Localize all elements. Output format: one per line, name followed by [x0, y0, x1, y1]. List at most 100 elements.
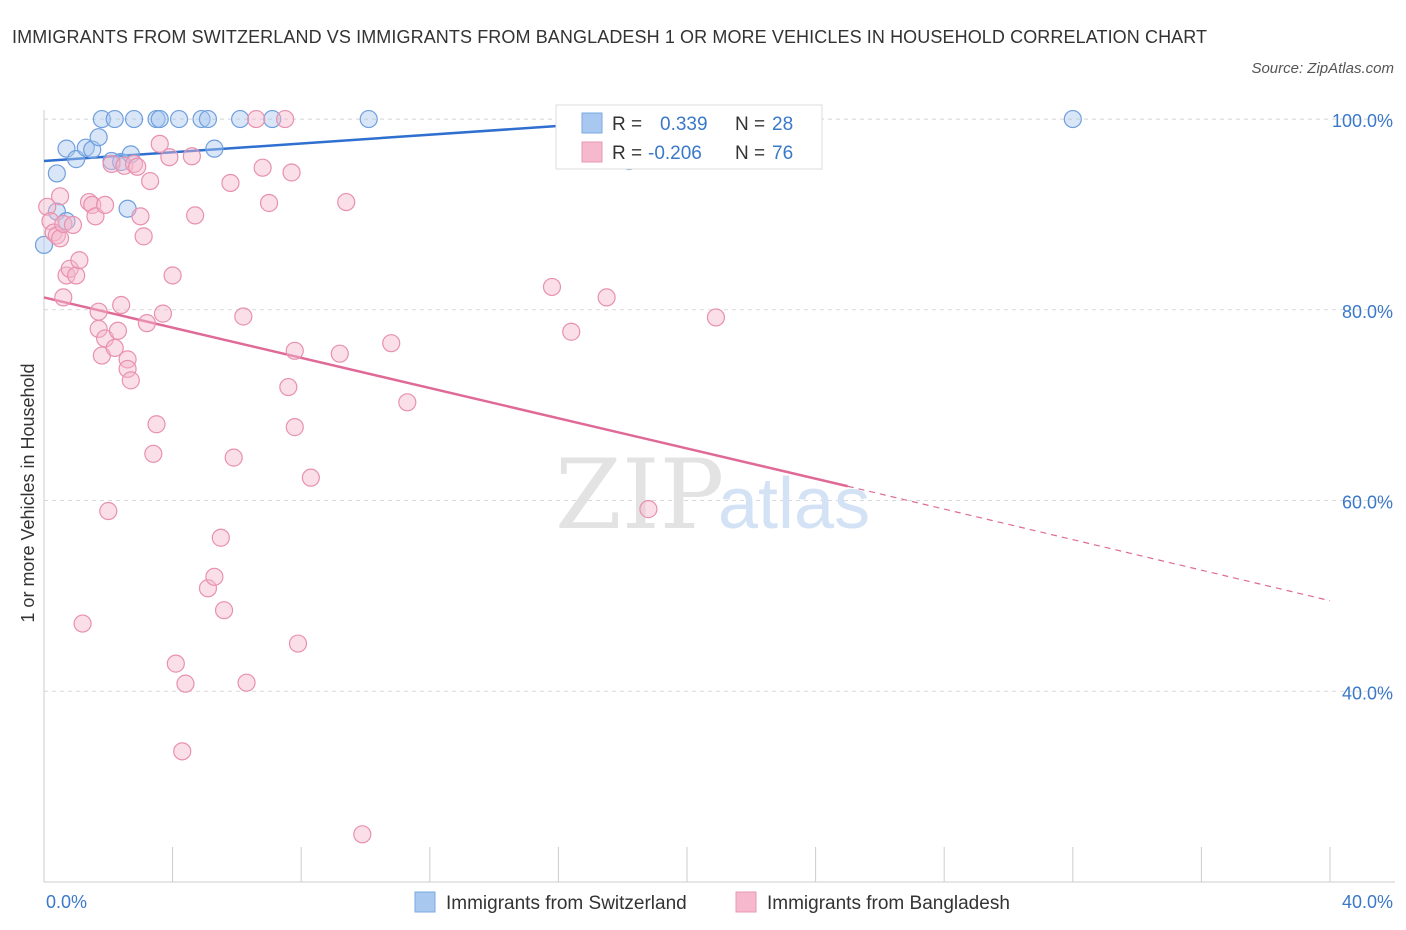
point-bangladesh: [173, 742, 192, 761]
point-bangladesh: [54, 288, 73, 307]
point-bangladesh: [89, 302, 108, 321]
point-bangladesh: [137, 314, 156, 333]
point-bangladesh: [54, 214, 73, 234]
bottom-legend-label-switzerland: Immigrants from Switzerland: [446, 893, 687, 914]
y-tick-label: 80.0%: [1342, 302, 1393, 322]
point-bangladesh: [285, 341, 304, 360]
watermark: ZIP atlas: [555, 439, 870, 551]
point-bangladesh: [70, 251, 89, 270]
watermark-atlas: atlas: [718, 464, 870, 544]
watermark-zip: ZIP: [555, 439, 724, 551]
point-bangladesh: [288, 634, 308, 653]
point-bangladesh: [214, 601, 234, 620]
point-switzerland: [34, 235, 54, 255]
point-bangladesh: [147, 415, 166, 434]
point-bangladesh: [353, 825, 372, 844]
y-tick-label: 60.0%: [1342, 493, 1393, 513]
point-bangladesh: [176, 674, 195, 693]
data-points: [34, 109, 1082, 844]
point-bangladesh: [166, 654, 185, 673]
bottom-legend-label-bangladesh: Immigrants from Bangladesh: [767, 893, 1010, 914]
tick-labels: 40.0% 60.0% 80.0% 100.0% 0.0% 40.0%: [46, 111, 1393, 912]
axes: [43, 110, 1395, 883]
y-axis-label: 1 or more Vehicles in Household: [18, 363, 38, 622]
point-bangladesh: [276, 109, 295, 129]
point-bangladesh: [140, 171, 160, 191]
trend-line-bangladesh: [43, 296, 849, 488]
bottom-legend: Immigrants from Switzerland Immigrants f…: [414, 891, 1010, 914]
point-switzerland: [263, 109, 282, 129]
point-bangladesh: [205, 567, 224, 586]
point-bangladesh: [337, 192, 356, 212]
point-bangladesh: [144, 444, 163, 463]
legend-n-value-1: 28: [772, 114, 793, 135]
point-bangladesh: [542, 277, 562, 297]
point-switzerland: [47, 164, 66, 183]
point-bangladesh: [121, 371, 140, 390]
point-bangladesh: [160, 148, 179, 167]
point-bangladesh: [105, 338, 124, 358]
point-switzerland: [231, 109, 250, 129]
point-switzerland: [150, 109, 169, 129]
point-bangladesh: [186, 206, 205, 225]
point-switzerland: [89, 128, 108, 147]
point-bangladesh: [128, 157, 147, 176]
legend-swatch-blue: [581, 112, 603, 134]
point-switzerland: [169, 109, 189, 129]
point-bangladesh: [330, 344, 349, 363]
point-switzerland: [198, 109, 218, 129]
point-switzerland: [76, 138, 95, 157]
legend-box: R = 0.339 N = 28 R = -0.206 N = 76: [555, 104, 823, 170]
point-bangladesh: [118, 350, 137, 369]
point-bangladesh: [153, 304, 173, 323]
point-bangladesh: [134, 227, 153, 246]
point-bangladesh: [237, 673, 256, 692]
point-bangladesh: [112, 295, 131, 315]
point-bangladesh: [224, 448, 243, 467]
legend-n-label-2: N =: [735, 143, 765, 164]
point-bangladesh: [282, 163, 301, 182]
legend-r-value-2: -0.206: [648, 143, 702, 164]
point-bangladesh: [63, 215, 83, 235]
y-tick-label: 100.0%: [1332, 111, 1393, 131]
point-bangladesh: [163, 266, 182, 285]
point-bangladesh: [639, 500, 658, 519]
legend-n-label-1: N =: [735, 114, 765, 135]
point-bangladesh: [47, 226, 66, 245]
legend-n-value-2: 76: [772, 143, 793, 164]
point-switzerland: [205, 139, 224, 158]
legend-r-label-1: R =: [612, 114, 642, 135]
point-switzerland: [359, 109, 378, 129]
y-tick-label: 40.0%: [1342, 683, 1393, 703]
point-switzerland: [92, 109, 111, 129]
point-bangladesh: [211, 528, 230, 547]
point-bangladesh: [597, 288, 616, 307]
legend-r-label-2: R =: [612, 143, 642, 164]
point-bangladesh: [198, 579, 218, 598]
chart-title: IMMIGRANTS FROM SWITZERLAND VS IMMIGRANT…: [12, 27, 1208, 47]
point-bangladesh: [234, 307, 253, 326]
point-bangladesh: [83, 195, 102, 215]
point-bangladesh: [131, 207, 150, 226]
x-tick-label-max: 40.0%: [1342, 892, 1393, 912]
point-bangladesh: [259, 193, 279, 213]
point-bangladesh: [124, 154, 144, 173]
point-bangladesh: [108, 321, 128, 340]
legend-r-value-1: 0.339: [660, 114, 708, 135]
point-bangladesh: [38, 197, 57, 216]
point-bangladesh: [221, 173, 240, 193]
point-bangladesh: [247, 109, 266, 129]
point-bangladesh: [253, 158, 272, 177]
x-tick-label-min: 0.0%: [46, 892, 87, 912]
point-switzerland: [192, 109, 211, 129]
point-bangladesh: [50, 229, 70, 248]
grid-lines: [44, 118, 1395, 692]
point-bangladesh: [706, 308, 726, 327]
point-bangladesh: [182, 147, 201, 166]
point-bangladesh: [382, 334, 401, 353]
point-bangladesh: [50, 187, 70, 206]
point-bangladesh: [398, 393, 417, 412]
point-bangladesh: [99, 501, 118, 521]
point-bangladesh: [73, 614, 92, 633]
